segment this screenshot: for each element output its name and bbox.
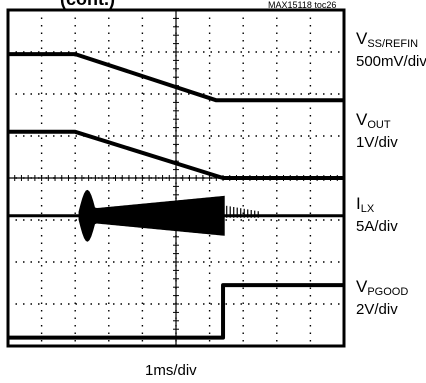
vss-trace — [8, 52, 344, 103]
vout-label-main: V — [356, 110, 368, 129]
vout-trace — [8, 129, 344, 180]
vss-label-sub: SS/REFIN — [367, 38, 419, 50]
vout-scale: 1V/div — [356, 134, 398, 151]
vout-channel-label: VOUT 1V/div — [356, 111, 398, 152]
ilx-burst — [78, 189, 225, 242]
vss-channel-label: VSS/REFIN 500mV/div — [356, 30, 426, 71]
vss-scale: 500mV/div — [356, 53, 426, 70]
traces — [8, 52, 344, 340]
vpgood-trace — [8, 283, 344, 340]
vpgood-label-main: V — [356, 277, 368, 296]
plot-frame — [6, 8, 346, 348]
vpgood-label-sub: PGOOD — [367, 286, 409, 298]
title-fragment: (cont.) — [60, 0, 115, 8]
ilx-scale: 5A/div — [356, 218, 398, 235]
vpgood-channel-label: VPGOOD 2V/div — [356, 278, 408, 319]
ilx-label-sub: LX — [360, 203, 375, 215]
vss-label-main: V — [356, 29, 368, 48]
figure-code: MAX15118 toc26 — [268, 0, 337, 10]
timebase-label: 1ms/div — [145, 362, 197, 379]
vout-label-sub: OUT — [367, 119, 391, 131]
ilx-channel-label: ILX 5A/div — [356, 195, 398, 236]
ilx-label-main: I — [356, 194, 361, 213]
vpgood-scale: 2V/div — [356, 301, 398, 318]
